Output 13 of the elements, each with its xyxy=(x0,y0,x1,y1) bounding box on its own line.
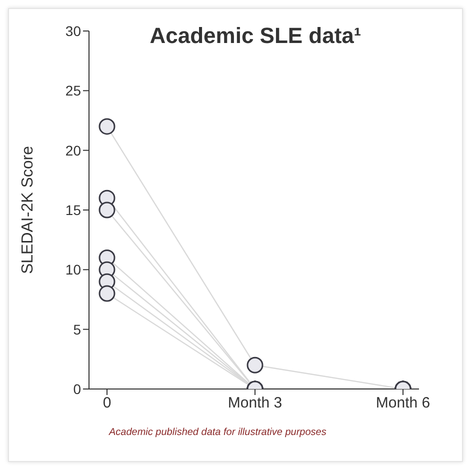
y-tick-label: 25 xyxy=(65,82,82,99)
y-tick-label: 5 xyxy=(73,321,82,338)
y-tick-label: 15 xyxy=(65,202,82,218)
y-tick-label: 30 xyxy=(65,22,82,39)
chart-title: Academic SLE data¹ xyxy=(150,23,362,48)
x-tick-label: Month 3 xyxy=(228,394,282,412)
y-tick-label: 10 xyxy=(65,262,82,278)
x-tick-label: Month 6 xyxy=(376,394,430,412)
y-tick-label: 0 xyxy=(73,380,82,397)
y-axis-title: SLEDAI-2K Score xyxy=(20,146,37,274)
text: Academic published data for illustrative purposes xyxy=(109,427,326,438)
x-tick-label: 0 xyxy=(102,394,112,412)
y-tick-label: 20 xyxy=(65,142,82,158)
